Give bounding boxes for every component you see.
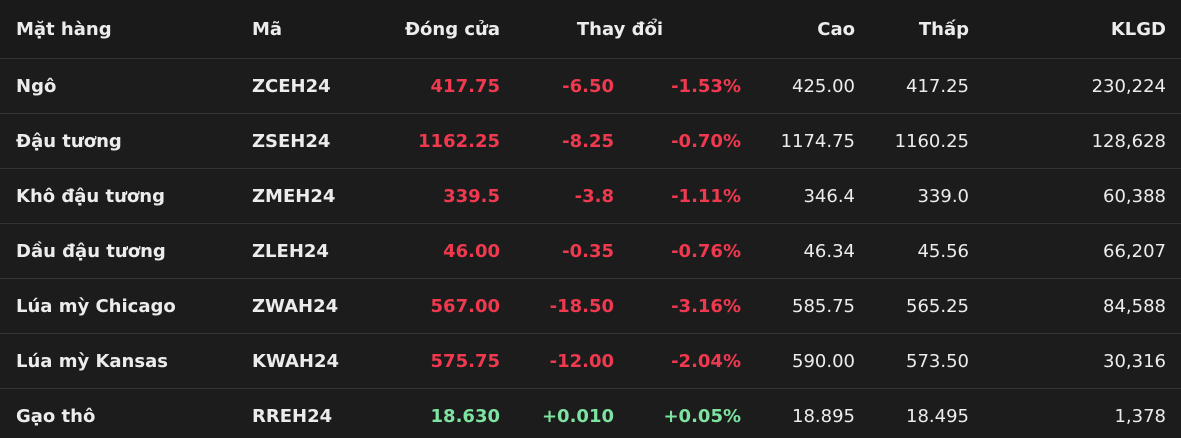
ticker: KWAH24 <box>252 351 340 372</box>
header-cell: Đóng cửa <box>404 18 500 40</box>
value-cell: -3.16% <box>671 296 741 317</box>
header-cell: Mặt hàng <box>16 18 112 40</box>
value-cell: 567.00 <box>430 296 500 317</box>
table-row: Gạo thô RREH24 18.630 +0.010 +0.05% 18.895 18.… <box>0 388 1181 438</box>
ticker: ZCEH24 <box>252 76 331 97</box>
header-cell: KLGD <box>1110 18 1166 40</box>
value-cell: -6.50 <box>562 76 614 97</box>
value-cell: -1.11% <box>671 186 741 207</box>
value-cell: -12.00 <box>549 351 614 372</box>
value-cell: 1162.25 <box>418 131 500 152</box>
value-cell: 573.50 <box>906 351 969 372</box>
commodity-name: Lúa mỳ Chicago <box>16 296 176 317</box>
value-cell: 45.56 <box>917 241 969 262</box>
value-cell: -2.04% <box>671 351 741 372</box>
value-cell: -0.35 <box>562 241 614 262</box>
ticker: RREH24 <box>252 406 333 427</box>
commodity-name: Lúa mỳ Kansas <box>16 351 168 372</box>
value-cell: 66,207 <box>1103 241 1166 262</box>
value-cell: 425.00 <box>792 76 855 97</box>
value-cell: 18.630 <box>430 406 500 427</box>
header-cell: Mã <box>252 18 283 40</box>
table-row: Đậu tương ZSEH24 1162.25 -8.25 -0.70% 1174.75… <box>0 113 1181 169</box>
value-cell: 339.0 <box>917 186 969 207</box>
value-cell: 590.00 <box>792 351 855 372</box>
value-cell: 417.25 <box>906 76 969 97</box>
header-cell: Thay đổi <box>576 18 663 40</box>
value-cell: 575.75 <box>430 351 500 372</box>
value-cell: 585.75 <box>792 296 855 317</box>
value-cell: 18.895 <box>792 406 855 427</box>
ticker: ZLEH24 <box>252 241 329 262</box>
table-row: Ngô ZCEH24 417.75 -6.50 -1.53% 425.00 417.25 23… <box>0 58 1181 114</box>
commodity-name: Khô đậu tương <box>16 186 165 207</box>
table-row: Khô đậu tương ZMEH24 339.5 -3.8 -1.11% 346.4 3… <box>0 168 1181 224</box>
header-cell: Thấp <box>918 18 969 40</box>
value-cell: 60,388 <box>1103 186 1166 207</box>
value-cell: 84,588 <box>1103 296 1166 317</box>
value-cell: 339.5 <box>443 186 500 207</box>
value-cell: +0.05% <box>663 406 741 427</box>
value-cell: +0.010 <box>541 406 614 427</box>
table-row: Dầu đậu tương ZLEH24 46.00 -0.35 -0.76% 46.34… <box>0 223 1181 279</box>
ticker: ZMEH24 <box>252 186 336 207</box>
header-row: Mặt hàng Mã Đóng cửa Thay đổi Cao Thấp KLGD <box>0 0 1181 58</box>
value-cell: -3.8 <box>574 186 614 207</box>
header-cell: Cao <box>817 18 855 40</box>
value-cell: 18.495 <box>906 406 969 427</box>
ticker: ZWAH24 <box>252 296 339 317</box>
value-cell: 346.4 <box>803 186 855 207</box>
value-cell: 230,224 <box>1091 76 1166 97</box>
table-row: Lúa mỳ Kansas KWAH24 575.75 -12.00 -2.04% 590… <box>0 333 1181 389</box>
commodity-name: Ngô <box>16 76 57 97</box>
value-cell: 46.00 <box>443 241 500 262</box>
value-cell: -18.50 <box>549 296 614 317</box>
value-cell: -0.70% <box>671 131 741 152</box>
value-cell: 46.34 <box>803 241 855 262</box>
value-cell: -8.25 <box>562 131 614 152</box>
value-cell: 128,628 <box>1091 131 1166 152</box>
ticker: ZSEH24 <box>252 131 331 152</box>
commodity-name: Dầu đậu tương <box>16 241 166 262</box>
value-cell: 1174.75 <box>780 131 855 152</box>
value-cell: 565.25 <box>906 296 969 317</box>
value-cell: 417.75 <box>430 76 500 97</box>
value-cell: 1160.25 <box>894 131 969 152</box>
commodity-name: Gạo thô <box>16 406 96 427</box>
table-row: Lúa mỳ Chicago ZWAH24 567.00 -18.50 -3.16% 58… <box>0 278 1181 334</box>
value-cell: -1.53% <box>671 76 741 97</box>
value-cell: -0.76% <box>671 241 741 262</box>
commodity-name: Đậu tương <box>16 131 122 152</box>
value-cell: 1,378 <box>1114 406 1166 427</box>
value-cell: 30,316 <box>1103 351 1166 372</box>
